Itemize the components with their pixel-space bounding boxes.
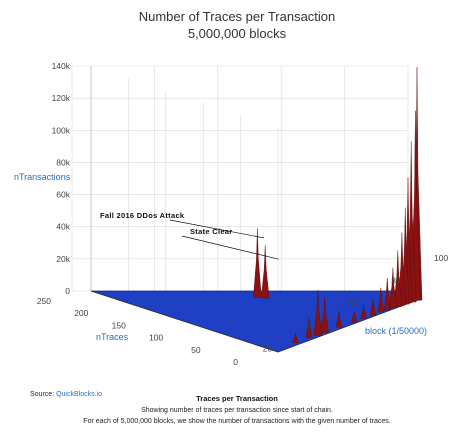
surface-peak [377,287,385,313]
y-tick-label: 50 [191,345,201,355]
x-tick-label: 40 [306,321,316,331]
z-tick-label: 60k [56,190,70,200]
annotation-label: Fall 2016 DDos Attack [100,211,185,220]
surface-floor-plane [90,290,421,353]
source-link[interactable]: QuickBlocks.io [56,391,102,398]
surface-peak [253,228,262,298]
source-label: Source: [30,391,54,398]
annotation-leader [169,219,265,239]
caption-line-1: Showing number of traces per transaction… [141,407,333,414]
surface-peak [360,305,367,319]
x-tick-labels: 20 40 60 80 100 [263,253,449,353]
x-tick-label: 20 [263,343,273,353]
z-tick-labels: 0 20k 40k 60k 80k 100k 120k 140k [52,61,71,296]
surface-peak [305,317,313,338]
surface-peak [313,290,323,336]
x-axis-title: block (1/50000) [365,326,427,336]
caption-line-2: For each of 5,000,000 blocks, we show th… [83,418,390,425]
z-axis-title: nTransactions [14,172,71,182]
annotation-label: State Clear [190,227,233,236]
chart-title: Number of Traces per Transaction [139,9,336,24]
x-tick-label: 100 [434,253,448,263]
z-tick-label: 40k [56,222,70,232]
chart-subtitle: 5,000,000 blocks [188,26,287,41]
surface-peaks [253,66,423,343]
surface-peak [393,250,403,307]
z-tick-label: 0 [65,286,70,296]
floor-edge [90,290,421,353]
caption-title: Traces per Transaction [196,394,278,403]
z-tick-label: 120k [52,93,71,103]
surface-peak [320,297,329,333]
z-tick-label: 20k [56,254,70,264]
y-axis-title: nTraces [96,332,129,342]
annotations: Fall 2016 DDos Attack State Clear [100,211,279,260]
surface-peak [260,244,270,299]
annotation-leader [181,235,279,260]
y-tick-labels: 0 50 100 150 200 250 [37,296,238,367]
x-tick-label: 60 [348,298,358,308]
y-tick-label: 0 [233,357,238,367]
surface-peak [369,299,377,316]
z-tick-label: 100k [52,125,71,135]
y-tick-label: 250 [37,296,51,306]
surface-peak [351,310,358,323]
z-tick-label: 80k [56,157,70,167]
surface-peak [384,277,391,311]
y-tick-label: 200 [74,308,88,318]
surface-peak [335,310,343,328]
surface-peak [388,267,398,309]
surface-peak [292,333,299,343]
surface-floor [90,290,421,353]
x-tick-label: 80 [391,276,401,286]
y-tick-label: 100 [149,333,163,343]
z-tick-label: 140k [52,61,71,71]
y-tick-label: 150 [112,320,126,330]
source-text: Source: QuickBlocks.io [30,391,102,398]
